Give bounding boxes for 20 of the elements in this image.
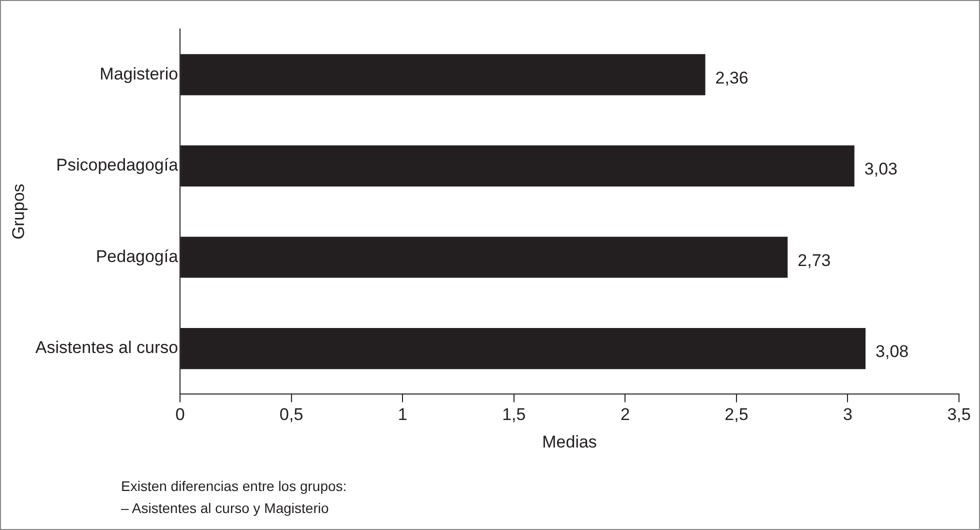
data-label: 3,03 <box>864 160 898 179</box>
x-tick-label: 3 <box>842 405 852 424</box>
data-label: 3,08 <box>876 342 909 362</box>
x-tick-label: 2 <box>620 405 630 424</box>
text: Existen diferencias entre los grupos: <box>121 477 347 496</box>
text: – Asistentes al curso y Magisterio <box>121 499 330 518</box>
data-label: 2,36 <box>715 68 748 88</box>
x-tick-label: 0,5 <box>280 405 304 424</box>
y-axis-title: Grupos <box>8 184 28 240</box>
x-tick-label: 0 <box>175 405 185 424</box>
y-tick-label: Magisterio <box>100 64 178 84</box>
y-tick-label: Psicopedagogía <box>56 156 179 175</box>
x-tick-label: 2,5 <box>724 405 748 424</box>
x-axis-title: Medias <box>542 432 597 452</box>
x-tick-label: 3,5 <box>947 405 971 424</box>
data-label: 2,73 <box>798 250 831 270</box>
y-tick-label: Asistentes al curso <box>35 338 178 358</box>
x-tick-label: 1 <box>398 405 408 424</box>
y-tick-label: Pedagogía <box>96 246 179 266</box>
x-tick-label: 1,5 <box>502 405 526 424</box>
